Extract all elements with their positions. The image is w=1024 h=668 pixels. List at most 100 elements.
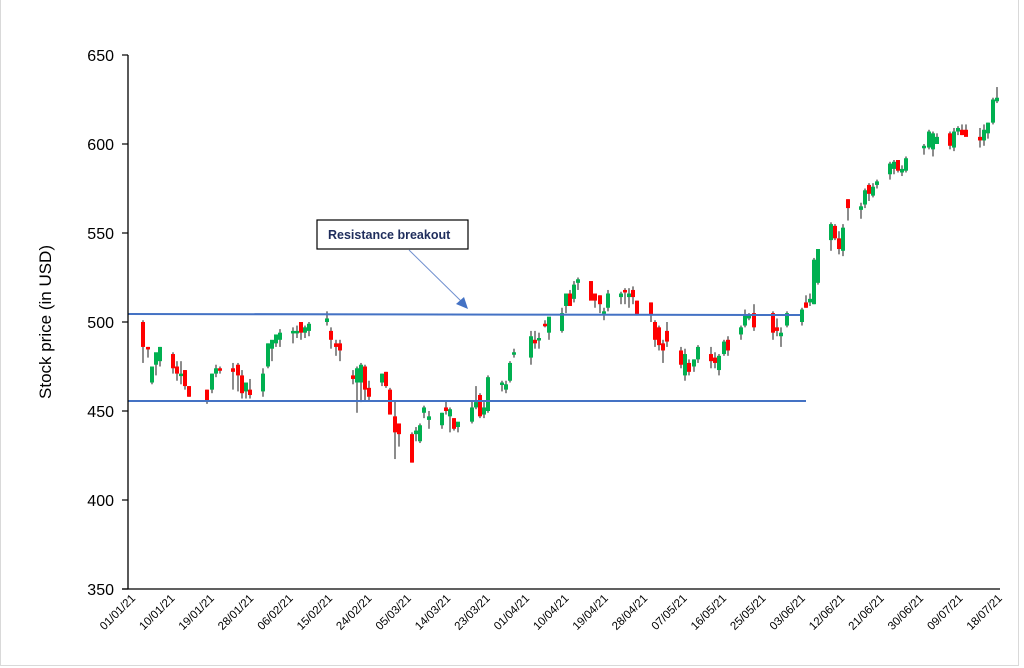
candle bbox=[397, 423, 401, 435]
candle bbox=[713, 357, 717, 363]
candle bbox=[572, 284, 576, 299]
candle bbox=[307, 323, 311, 331]
x-tick-label: 19/01/21 bbox=[177, 593, 217, 633]
candle bbox=[935, 136, 939, 144]
candle bbox=[888, 163, 892, 175]
candle bbox=[440, 412, 444, 426]
y-tick-label: 400 bbox=[87, 493, 114, 510]
candle bbox=[512, 352, 516, 355]
candle bbox=[726, 339, 730, 351]
x-tick-label: 06/02/21 bbox=[256, 593, 296, 633]
candle bbox=[183, 370, 187, 387]
candle bbox=[982, 129, 986, 141]
candle bbox=[896, 160, 900, 171]
x-tick-label: 03/06/21 bbox=[768, 593, 808, 633]
candle bbox=[904, 158, 908, 171]
candle bbox=[410, 434, 414, 463]
candle bbox=[537, 338, 541, 341]
x-tick-label: 09/07/21 bbox=[925, 593, 965, 633]
candle bbox=[329, 330, 333, 340]
candle bbox=[452, 418, 456, 429]
candle bbox=[722, 341, 726, 355]
candle bbox=[900, 168, 904, 173]
candle bbox=[576, 279, 580, 283]
x-tick-label: 07/05/21 bbox=[650, 593, 690, 633]
candle bbox=[619, 293, 623, 298]
candle bbox=[422, 407, 426, 413]
candle bbox=[808, 298, 812, 303]
candle bbox=[388, 389, 392, 415]
x-tick-label: 30/06/21 bbox=[886, 593, 926, 633]
candle bbox=[593, 293, 597, 301]
candle bbox=[384, 371, 388, 387]
candle bbox=[564, 293, 568, 306]
candle bbox=[960, 129, 964, 136]
candle bbox=[533, 339, 537, 344]
candle bbox=[606, 293, 610, 308]
candle bbox=[236, 364, 240, 376]
candle bbox=[692, 359, 696, 367]
candle bbox=[661, 343, 665, 351]
candle bbox=[299, 322, 303, 333]
candle bbox=[214, 368, 218, 374]
candle bbox=[303, 327, 307, 333]
candle bbox=[529, 336, 533, 358]
candle bbox=[589, 281, 593, 301]
candle bbox=[752, 313, 756, 328]
x-tick-label: 10/01/21 bbox=[137, 593, 177, 633]
candle bbox=[635, 300, 639, 315]
candle bbox=[470, 407, 474, 422]
candle bbox=[291, 330, 295, 334]
candle bbox=[679, 350, 683, 365]
x-axis: 01/01/21 10/01/21 19/01/21 28/01/21 06/02/21… bbox=[98, 588, 1005, 633]
candle bbox=[991, 99, 995, 123]
candle bbox=[295, 330, 299, 334]
candle bbox=[743, 314, 747, 326]
candle bbox=[444, 407, 448, 411]
candle bbox=[978, 136, 982, 141]
candle bbox=[187, 386, 191, 397]
candle bbox=[418, 425, 422, 442]
candle bbox=[266, 343, 270, 367]
candle bbox=[325, 318, 329, 322]
candle bbox=[508, 362, 512, 381]
candle bbox=[816, 249, 820, 283]
candle bbox=[218, 368, 222, 371]
x-tick-label: 21/06/21 bbox=[847, 593, 887, 633]
x-tick-label: 05/03/21 bbox=[374, 593, 414, 633]
arrow-head-icon bbox=[456, 297, 468, 309]
candle bbox=[948, 133, 952, 146]
candle bbox=[474, 402, 478, 408]
x-tick-label: 15/02/21 bbox=[295, 593, 335, 633]
candle bbox=[504, 384, 508, 390]
candle bbox=[892, 161, 896, 169]
candle bbox=[687, 362, 691, 372]
candle bbox=[696, 346, 700, 360]
y-tick-label: 550 bbox=[87, 226, 114, 243]
candle bbox=[338, 343, 342, 351]
x-tick-label: 25/05/21 bbox=[728, 593, 768, 633]
candle bbox=[771, 313, 775, 333]
candle bbox=[922, 145, 926, 149]
candle bbox=[833, 225, 837, 239]
candle bbox=[334, 343, 338, 347]
candle bbox=[359, 364, 363, 383]
candle bbox=[717, 355, 721, 371]
candle bbox=[598, 295, 602, 305]
candle bbox=[800, 309, 804, 322]
candle bbox=[486, 377, 490, 411]
candle bbox=[986, 122, 990, 134]
y-axis: 350 400 450 500 550 600 650 bbox=[87, 48, 129, 599]
callout-label: Resistance breakout bbox=[328, 228, 451, 242]
candle bbox=[804, 302, 808, 308]
y-tick-label: 450 bbox=[87, 404, 114, 421]
candle bbox=[547, 316, 551, 333]
candle bbox=[171, 354, 175, 369]
candle bbox=[146, 346, 150, 350]
candle bbox=[478, 394, 482, 417]
candle bbox=[927, 131, 931, 148]
candle bbox=[627, 293, 631, 298]
candle bbox=[278, 332, 282, 340]
y-tick-label: 650 bbox=[87, 48, 114, 65]
